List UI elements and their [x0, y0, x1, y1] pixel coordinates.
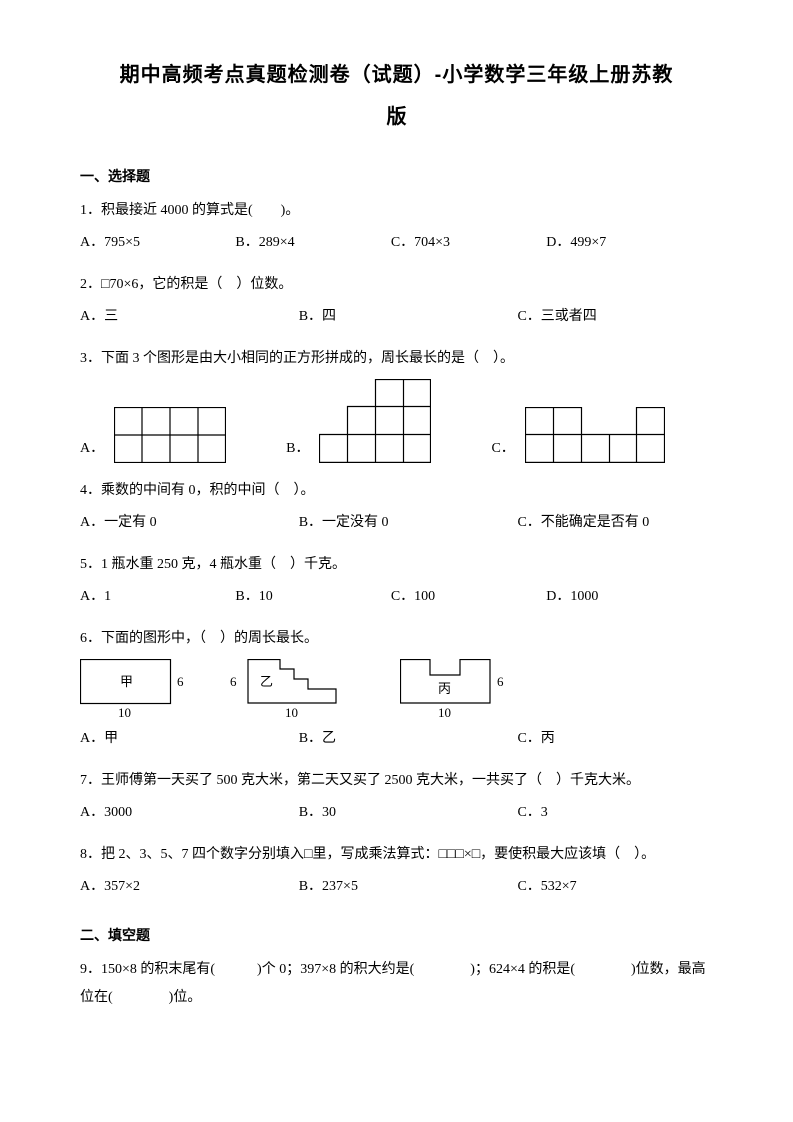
- q9-text: 9．150×8 的积末尾有( )个 0；397×8 的积大约是( )；624×4…: [80, 956, 713, 1012]
- label-jia: 甲: [120, 674, 133, 689]
- question-8: 8．把 2、3、5、7 四个数字分别填入□里，写成乘法算式：□□□×□，要使积最…: [80, 841, 713, 901]
- shape-bing-icon: 丙 6 10: [400, 659, 520, 721]
- q6-figures: 甲 6 10 6 乙 10 丙 6 10: [80, 659, 713, 721]
- question-4: 4．乘数的中间有 0，积的中间（ ）。 A．一定有 0 B．一定没有 0 C．不…: [80, 477, 713, 537]
- q7-opt-c: C．3: [517, 799, 707, 827]
- question-3: 3．下面 3 个图形是由大小相同的正方形拼成的，周长最长的是（ ）。 A． B．: [80, 345, 713, 463]
- q5-options: A．1 B．10 C．100 D．1000: [80, 583, 713, 611]
- q4-text: 4．乘数的中间有 0，积的中间（ ）。: [80, 477, 713, 505]
- q3-label-b: B．: [286, 435, 309, 463]
- q7-options: A．3000 B．30 C．3: [80, 799, 713, 827]
- grid-shape-b-icon: [319, 379, 431, 463]
- shape-jia-icon: 甲 6 10: [80, 659, 190, 721]
- page-title-line1: 期中高频考点真题检测卷（试题）-小学数学三年级上册苏教: [80, 60, 713, 90]
- q4-opt-b: B．一定没有 0: [299, 509, 514, 537]
- label-6-jia: 6: [177, 674, 184, 689]
- q4-opt-c: C．不能确定是否有 0: [517, 509, 707, 537]
- question-2: 2．□70×6，它的积是（ ）位数。 A．三 B．四 C．三或者四: [80, 271, 713, 331]
- q5-text: 5．1 瓶水重 250 克，4 瓶水重（ ）千克。: [80, 551, 713, 579]
- q6-figure-yi: 6 乙 10: [230, 659, 360, 721]
- q7-text: 7．王师傅第一天买了 500 克大米，第二天又买了 2500 克大米，一共买了（…: [80, 767, 713, 795]
- q1-opt-d: D．499×7: [546, 229, 698, 257]
- q5-opt-d: D．1000: [546, 583, 698, 611]
- q8-text: 8．把 2、3、5、7 四个数字分别填入□里，写成乘法算式：□□□×□，要使积最…: [80, 841, 713, 869]
- label-10-bing: 10: [438, 705, 451, 720]
- q7-opt-b: B．30: [299, 799, 514, 827]
- label-6-bing: 6: [497, 674, 504, 689]
- q4-opt-a: A．一定有 0: [80, 509, 295, 537]
- shape-yi-icon: 6 乙 10: [230, 659, 360, 721]
- q3-label-c: C．: [491, 435, 514, 463]
- q4-options: A．一定有 0 B．一定没有 0 C．不能确定是否有 0: [80, 509, 713, 537]
- q2-options: A．三 B．四 C．三或者四: [80, 303, 713, 331]
- q6-opt-c: C．丙: [517, 725, 707, 753]
- section-1-header: 一、选择题: [80, 166, 713, 187]
- q6-text: 6．下面的图形中，（ ）的周长最长。: [80, 625, 713, 653]
- question-5: 5．1 瓶水重 250 克，4 瓶水重（ ）千克。 A．1 B．10 C．100…: [80, 551, 713, 611]
- grid-shape-a-icon: [114, 407, 226, 463]
- label-bing: 丙: [438, 681, 451, 696]
- grid-shape-c-icon: [525, 407, 665, 463]
- q6-figure-jia: 甲 6 10: [80, 659, 190, 721]
- q5-opt-a: A．1: [80, 583, 232, 611]
- label-yi: 乙: [260, 674, 273, 689]
- q3-text: 3．下面 3 个图形是由大小相同的正方形拼成的，周长最长的是（ ）。: [80, 345, 713, 373]
- q3-label-a: A．: [80, 435, 104, 463]
- question-9: 9．150×8 的积末尾有( )个 0；397×8 的积大约是( )；624×4…: [80, 956, 713, 1012]
- q2-text: 2．□70×6，它的积是（ ）位数。: [80, 271, 713, 299]
- question-6: 6．下面的图形中，（ ）的周长最长。 甲 6 10 6 乙 10: [80, 625, 713, 753]
- q6-opt-b: B．乙: [299, 725, 514, 753]
- q1-opt-a: A．795×5: [80, 229, 232, 257]
- label-6-yi: 6: [230, 674, 237, 689]
- q3-figures: A． B．: [80, 379, 713, 463]
- label-10-jia: 10: [118, 705, 131, 720]
- page-title-line2: 版: [80, 102, 713, 132]
- q2-opt-a: A．三: [80, 303, 295, 331]
- label-10-yi: 10: [285, 705, 298, 720]
- q5-opt-b: B．10: [235, 583, 387, 611]
- q6-options: A．甲 B．乙 C．丙: [80, 725, 713, 753]
- q7-opt-a: A．3000: [80, 799, 295, 827]
- q8-opt-c: C．532×7: [517, 873, 707, 901]
- q3-figure-a: A．: [80, 407, 226, 463]
- q1-opt-c: C．704×3: [391, 229, 543, 257]
- q3-figure-c: C．: [491, 407, 664, 463]
- q5-opt-c: C．100: [391, 583, 543, 611]
- q2-opt-c: C．三或者四: [517, 303, 707, 331]
- question-1: 1．积最接近 4000 的算式是( )。 A．795×5 B．289×4 C．7…: [80, 197, 713, 257]
- section-2-header: 二、填空题: [80, 925, 713, 946]
- q8-opt-a: A．357×2: [80, 873, 295, 901]
- q1-opt-b: B．289×4: [235, 229, 387, 257]
- q6-opt-a: A．甲: [80, 725, 295, 753]
- q2-opt-b: B．四: [299, 303, 514, 331]
- q8-options: A．357×2 B．237×5 C．532×7: [80, 873, 713, 901]
- q8-opt-b: B．237×5: [299, 873, 514, 901]
- q1-text: 1．积最接近 4000 的算式是( )。: [80, 197, 713, 225]
- question-7: 7．王师傅第一天买了 500 克大米，第二天又买了 2500 克大米，一共买了（…: [80, 767, 713, 827]
- q1-options: A．795×5 B．289×4 C．704×3 D．499×7: [80, 229, 713, 257]
- q6-figure-bing: 丙 6 10: [400, 659, 520, 721]
- q3-figure-b: B．: [286, 379, 431, 463]
